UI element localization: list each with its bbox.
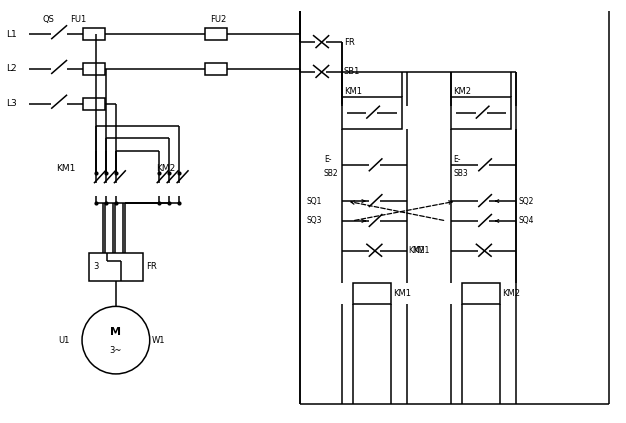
Text: L2: L2	[6, 64, 17, 74]
Text: 3: 3	[93, 262, 98, 271]
Text: SB2: SB2	[324, 169, 339, 178]
Text: KM1: KM1	[413, 246, 429, 255]
Text: KM2: KM2	[409, 246, 425, 255]
Text: KM2: KM2	[156, 164, 175, 173]
Text: FR: FR	[146, 262, 156, 271]
Bar	[83, 63, 105, 75]
Text: W1: W1	[151, 335, 165, 345]
Text: E-: E-	[453, 155, 461, 164]
Bar	[451, 97, 511, 129]
Text: SQ2: SQ2	[518, 197, 533, 206]
Bar	[205, 63, 227, 75]
Bar	[89, 253, 143, 280]
Text: U1: U1	[59, 335, 70, 345]
Text: E-: E-	[324, 155, 331, 164]
Text: L1: L1	[6, 30, 17, 38]
Text: KM1: KM1	[393, 289, 411, 298]
Bar	[83, 98, 105, 110]
Text: SB1: SB1	[344, 67, 360, 77]
Text: SB3: SB3	[453, 169, 468, 178]
Bar	[205, 28, 227, 40]
Bar	[83, 28, 105, 40]
Text: KM2: KM2	[502, 289, 520, 298]
Text: 3~: 3~	[110, 346, 122, 354]
Text: FR: FR	[344, 38, 354, 47]
Text: KM1: KM1	[344, 87, 362, 96]
Bar	[353, 283, 391, 305]
Text: FU1: FU1	[70, 15, 86, 24]
Text: SQ3: SQ3	[307, 217, 322, 225]
Text: SQ1: SQ1	[307, 197, 322, 206]
Bar	[463, 283, 500, 305]
Text: SQ4: SQ4	[518, 217, 533, 225]
Text: KM1: KM1	[56, 164, 76, 173]
Text: QS: QS	[42, 15, 54, 24]
Text: KM2: KM2	[453, 87, 471, 96]
Bar	[342, 97, 402, 129]
Text: L3: L3	[6, 99, 17, 108]
Text: FU2: FU2	[210, 15, 227, 24]
Text: M: M	[110, 327, 121, 337]
